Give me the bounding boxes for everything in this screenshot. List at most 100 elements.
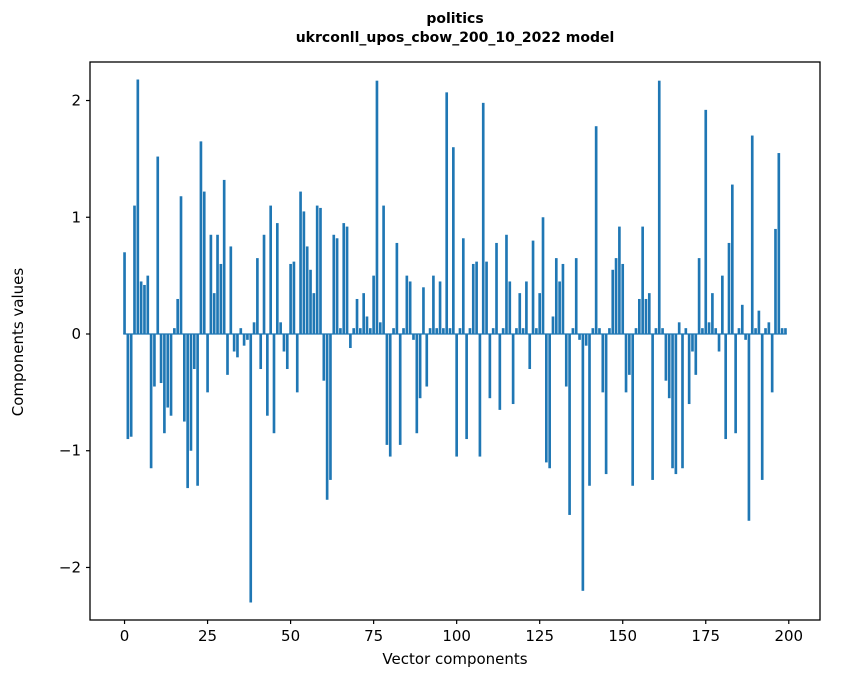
bar: [269, 205, 273, 334]
bar: [681, 333, 684, 469]
bar: [166, 333, 170, 408]
bar: [182, 333, 186, 422]
bar: [611, 269, 615, 334]
bar: [634, 328, 638, 334]
y-tick-label: −2: [59, 558, 81, 576]
x-tick-label: 150: [608, 627, 637, 645]
x-tick-label: 175: [691, 627, 720, 645]
bar: [156, 156, 160, 334]
bar: [558, 281, 561, 334]
bar: [757, 310, 761, 334]
bar: [405, 275, 409, 334]
bar: [368, 328, 372, 334]
bar: [684, 328, 688, 334]
bar: [219, 263, 223, 334]
bar: [691, 333, 694, 352]
x-tick-label: 125: [525, 627, 554, 645]
bar: [435, 328, 439, 334]
bar: [488, 333, 492, 399]
bar: [541, 217, 545, 334]
bar: [661, 328, 664, 334]
bar: [448, 328, 452, 334]
bar: [209, 234, 213, 334]
bar: [458, 328, 462, 334]
bar: [568, 333, 571, 515]
bar: [282, 333, 286, 352]
bar: [508, 281, 512, 334]
bar: [452, 147, 455, 334]
x-tick-label: 0: [120, 627, 130, 645]
bar: [299, 191, 302, 334]
bar: [415, 333, 419, 434]
bar: [196, 333, 199, 486]
bar: [139, 281, 143, 334]
bar: [711, 293, 714, 334]
y-tick-label: 2: [71, 92, 81, 110]
bar: [588, 333, 591, 486]
axes-frame: [89, 61, 821, 621]
bar: [309, 269, 312, 334]
bar: [535, 328, 538, 334]
bar: [701, 328, 704, 334]
bar: [657, 80, 661, 334]
bar: [481, 102, 485, 334]
bar: [362, 293, 365, 334]
bar: [730, 184, 734, 334]
y-axis-label: Components values: [9, 267, 27, 417]
bar: [279, 322, 282, 334]
bar: [222, 179, 226, 334]
bar: [418, 333, 422, 399]
bar: [438, 281, 442, 334]
bar: [571, 328, 575, 334]
bar: [189, 333, 193, 451]
bar: [671, 333, 674, 469]
bar: [548, 333, 551, 469]
bar: [146, 275, 150, 334]
bar: [468, 328, 472, 334]
bar: [315, 205, 319, 334]
bar: [252, 322, 256, 334]
bar: [621, 263, 625, 334]
bar: [259, 333, 263, 370]
bar: [123, 252, 126, 334]
bar: [724, 333, 728, 440]
bar: [505, 234, 508, 334]
bar: [515, 328, 518, 334]
bar: [604, 333, 608, 475]
bar: [471, 263, 475, 334]
x-tick-label: 25: [198, 627, 217, 645]
bar: [538, 293, 542, 334]
bar: [777, 153, 781, 334]
chart-title-line1: politics: [426, 11, 484, 27]
bar: [717, 333, 721, 352]
bar: [378, 322, 382, 334]
bar: [153, 333, 156, 387]
bar: [581, 333, 585, 591]
y-tick-label: 1: [71, 208, 81, 226]
bar: [694, 333, 698, 375]
bar: [395, 242, 399, 334]
bar: [249, 333, 253, 603]
bar: [465, 333, 468, 440]
bar: [266, 333, 269, 416]
bar: [614, 258, 618, 334]
bar: [518, 293, 522, 334]
bar: [442, 328, 445, 334]
bar: [272, 333, 276, 434]
bar: [644, 298, 648, 334]
bar: [551, 316, 555, 334]
bar: [392, 328, 395, 334]
bar: [242, 333, 246, 346]
y-tick-label: 0: [71, 325, 81, 343]
bar: [780, 328, 784, 334]
bar: [687, 333, 691, 405]
bar: [173, 328, 176, 334]
bar: [727, 242, 731, 334]
bar: [285, 333, 289, 370]
x-tick-label: 50: [281, 627, 300, 645]
bar: [737, 328, 741, 334]
bar: [159, 333, 163, 384]
bar: [355, 298, 359, 334]
bar: [335, 238, 339, 334]
bar: [126, 333, 130, 440]
